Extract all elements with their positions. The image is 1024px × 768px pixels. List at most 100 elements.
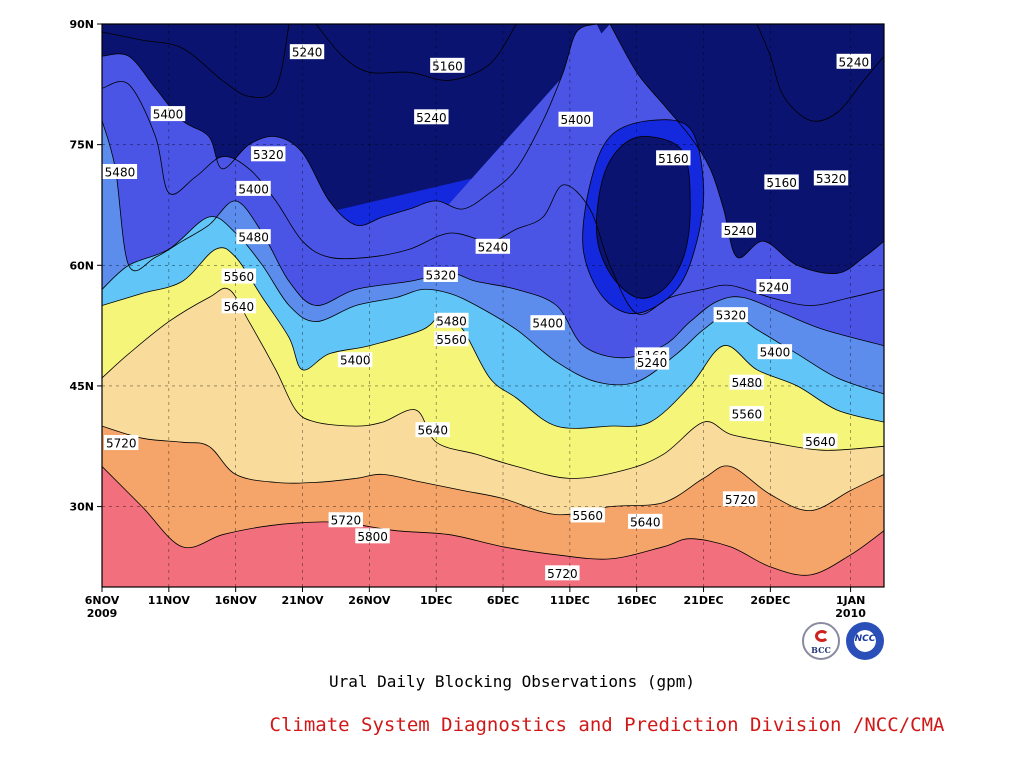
credit-line: Climate System Diagnostics and Predictio… [269,714,945,736]
contour-label-4: 5480 [105,165,136,179]
contour-label-31: 5720 [331,514,362,528]
contour-label-27: 5240 [839,55,870,69]
contour-label-box-12 [475,238,511,254]
contour-label-16: 5400 [561,113,592,127]
contour-label-box-13 [434,312,469,328]
contour-label-box-22 [756,279,791,295]
contour-label-3: 5400 [153,108,184,122]
contour-label-5: 5320 [253,148,284,162]
contour-label-32: 5800 [357,530,388,544]
contour-label-box-0 [289,44,325,60]
x-tick-label-8: 16DEC [617,594,657,607]
contour-label-box-16 [558,111,593,127]
contour-label-1: 5160 [432,59,463,73]
contour-label-box-6 [236,180,271,196]
contour-label-box-19 [634,354,670,370]
contour-label-2: 5240 [416,111,447,125]
y-tick-label-0: 30N [69,501,94,514]
contour-label-19: 5240 [637,356,668,370]
contour-5640-2 [102,287,884,479]
contour-label-21: 5240 [724,224,755,238]
closed-low-core [596,136,691,299]
contour-label-15: 5400 [532,317,563,331]
contour-label-25: 5480 [732,376,763,390]
y-tick-label-2: 60N [69,259,94,272]
contour-label-39: 5800 [800,609,831,623]
x-tick-label-11: 1JAN [836,594,865,607]
contour-label-24: 5400 [760,346,791,360]
contour-label-box-28 [813,170,849,186]
bcc-logo-icon: BCC [802,622,840,660]
contour-label-13: 5480 [436,314,467,328]
contour-5240-7 [102,24,597,227]
contour-5720-1 [102,425,884,516]
contour-label-box-5 [251,146,286,162]
contour-label-box-33 [570,507,605,523]
contour-label-box-9 [221,298,257,314]
contour-label-box-20 [764,174,799,190]
contour-label-29: 5720 [106,437,137,451]
band-5800-5880 [102,466,884,587]
contour-label-box-10 [337,352,373,368]
contour-label-box-27 [836,53,871,69]
contour-label-22: 5240 [758,281,789,295]
chart-title: Ural Daily Blocking Observations (gpm) [328,672,696,691]
contour-label-10: 5400 [340,354,371,368]
contour-label-box-34 [628,513,663,529]
contour-label-35: 5720 [547,567,578,581]
x-tick-label-10: 26DEC [750,594,790,607]
contour-label-20: 5160 [766,176,797,190]
contour-label-37: 5640 [805,435,836,449]
contour-label-box-39 [798,608,832,623]
contour-label-box-35 [545,565,580,581]
contour-label-box-3 [150,106,186,122]
contour-label-7: 5480 [238,231,269,245]
x-tick-label-9: 21DEC [684,594,724,607]
plot-area: 5240 5160 5240 5400 5480 5320 5400 5480 5560 5640… [102,24,884,623]
contour-label-9: 5640 [224,300,255,314]
contour-label-box-26 [729,406,765,422]
contour-label-30: 5640 [417,424,448,438]
x-tick-label-6: 6DEC [487,594,519,607]
bcc-logo-text: BCC [811,645,831,655]
x-tick-label-0: 6NOV [85,594,120,607]
contour-label-box-32 [355,528,390,544]
contour-label-36: 5720 [725,493,756,507]
contour-label-box-23 [713,307,748,323]
x-tick-label-1: 11NOV [148,594,191,607]
contour-label-23: 5320 [716,309,747,323]
contour-label-34: 5640 [630,515,661,529]
contour-label-8: 5560 [224,270,255,284]
contour-label-6: 5400 [238,182,269,196]
band-top-dark-3 [315,24,517,81]
contour-label-box-24 [757,344,793,360]
ncc-logo-icon: NCC [846,622,884,660]
contour-label-26: 5560 [732,408,763,422]
contour-label-box-30 [415,422,450,438]
x-tick-sublabel-0: 2009 [87,607,118,620]
contour-label-11: 5320 [425,268,456,282]
contour-5160-13 [756,24,884,122]
x-tick-label-3: 21NOV [281,594,324,607]
contour-5160-12 [315,24,517,81]
y-tick-label-4: 90N [69,18,94,31]
y-tick-label-1: 45N [69,380,94,393]
contour-label-box-14 [434,331,469,347]
contour-label-box-31 [328,512,363,528]
x-tick-label-2: 16NOV [215,594,258,607]
contour-5160-11 [102,24,290,98]
contour-label-17: 5160 [658,152,689,166]
contour-label-box-8 [221,268,257,284]
contour-label-box-17 [656,150,691,166]
contour-5800-0 [102,466,884,576]
contour-label-box-15 [530,315,565,331]
x-tick-sublabel-11: 2010 [835,607,866,620]
ncc-logo-text: NCC [854,634,876,644]
contour-label-box-36 [722,491,758,507]
x-tick-label-5: 1DEC [420,594,452,607]
y-tick-label-3: 75N [69,139,94,152]
contour-label-box-37 [803,433,838,449]
contour-label-box-29 [104,435,139,451]
contour-label-33: 5560 [573,509,604,523]
